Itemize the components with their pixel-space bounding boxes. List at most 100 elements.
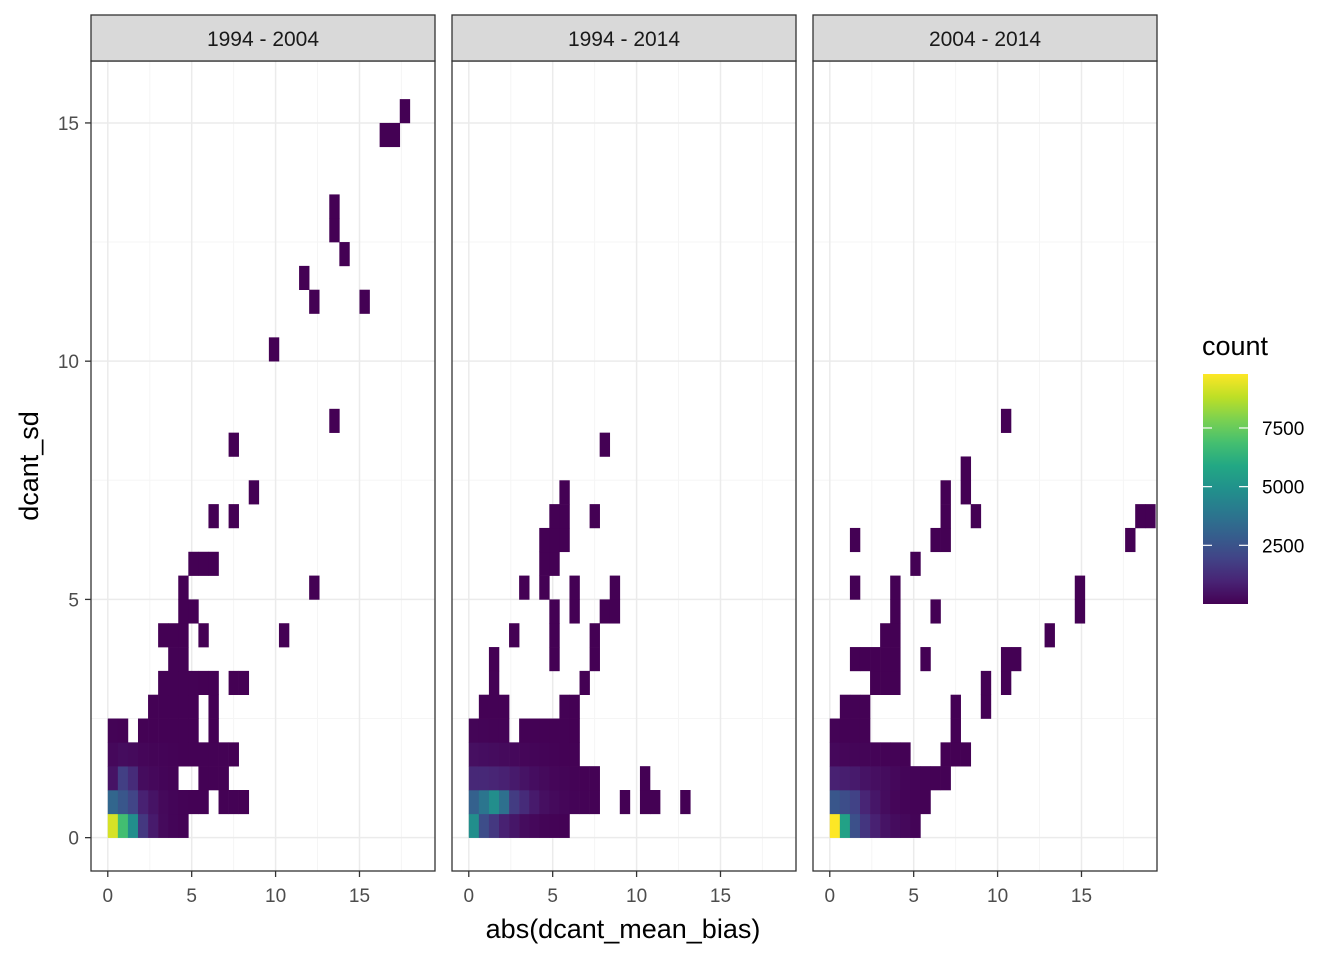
heatmap-tile: [839, 718, 851, 743]
x-tick-label: 5: [547, 886, 558, 907]
x-tick-label: 10: [626, 886, 647, 907]
heatmap-tile: [158, 790, 169, 815]
heatmap-tile: [859, 766, 871, 791]
heatmap-tile: [168, 647, 179, 672]
heatmap-tile: [859, 718, 871, 743]
heatmap-tile: [198, 766, 209, 791]
heatmap-tile: [117, 766, 129, 791]
heatmap-tile: [1074, 599, 1086, 624]
heatmap-tile: [468, 766, 480, 791]
heatmap-tile: [829, 790, 841, 815]
heatmap-tile: [900, 766, 911, 791]
heatmap-tile: [549, 527, 560, 553]
heatmap-tile: [468, 813, 480, 838]
heatmap-tile: [549, 813, 560, 838]
facet-strip-label: 2004 - 2014: [929, 28, 1041, 51]
heatmap-tile: [639, 766, 651, 791]
heatmap-tile: [478, 718, 490, 743]
heatmap-tile: [529, 742, 540, 767]
heatmap-tile: [890, 599, 901, 624]
heatmap-tile: [880, 647, 891, 672]
heatmap-tile: [509, 742, 520, 767]
heatmap-tile: [569, 742, 580, 767]
heatmap-tile: [468, 790, 480, 815]
heatmap-tile: [137, 742, 149, 767]
x-tick-label: 15: [710, 886, 731, 907]
heatmap-tile: [829, 742, 841, 767]
heatmap-tile: [559, 742, 570, 767]
heatmap-tile: [399, 99, 411, 124]
heatmap-tile: [519, 813, 530, 838]
heatmap-tile: [117, 813, 129, 838]
heatmap-tile: [208, 742, 219, 767]
heatmap-tile: [890, 623, 901, 648]
heatmap-tile: [1000, 647, 1012, 672]
heatmap-tile: [870, 813, 881, 838]
heatmap-tile: [478, 694, 490, 719]
heatmap-tile: [309, 575, 320, 600]
heatmap-tile: [880, 742, 891, 767]
heatmap-tile: [498, 718, 510, 743]
facet-strip: [812, 14, 1158, 62]
heatmap-tile: [188, 718, 199, 743]
heatmap-tile: [208, 694, 219, 719]
heatmap-tile: [468, 718, 480, 743]
heatmap-tile: [859, 694, 871, 719]
heatmap-tile: [569, 790, 580, 815]
heatmap-tile: [208, 766, 219, 791]
heatmap-tile: [859, 813, 871, 838]
heatmap-tile: [890, 575, 901, 600]
heatmap-tile: [248, 480, 260, 505]
heatmap-tile: [890, 766, 901, 791]
heatmap-tile: [178, 790, 189, 815]
heatmap-tile: [107, 766, 119, 791]
heatmap-tile: [940, 742, 951, 767]
heatmap-tile: [569, 599, 580, 624]
heatmap-tile: [137, 718, 149, 743]
heatmap-tile: [1044, 623, 1055, 648]
facet-panel: 2004 - 2014 0 5 10 15: [812, 14, 1158, 907]
heatmap-tile: [198, 742, 209, 767]
facet-strip-label: 1994 - 2014: [568, 28, 680, 51]
heatmap-tile: [168, 813, 179, 838]
heatmap-tile: [379, 122, 390, 148]
heatmap-tile: [188, 694, 199, 719]
heatmap-tile: [589, 790, 600, 815]
heatmap-tile: [488, 694, 500, 719]
heatmap-tile: [178, 647, 189, 672]
heatmap-tile: [980, 694, 992, 719]
heatmap-tile: [488, 742, 500, 767]
heatmap-tile: [970, 504, 982, 529]
x-tick-label: 15: [349, 886, 370, 907]
heatmap-tile: [158, 694, 169, 719]
heatmap-tile: [539, 718, 550, 743]
y-tick-label: 0: [68, 829, 79, 850]
heatmap-tile: [549, 742, 560, 767]
heatmap-tile: [519, 790, 530, 815]
heatmap-tile: [880, 790, 891, 815]
heatmap-tile: [559, 718, 570, 743]
heatmap-tile: [880, 813, 891, 838]
heatmap-tile: [198, 790, 209, 815]
heatmap-tile: [509, 766, 520, 791]
heatmap-tile: [859, 790, 871, 815]
heatmap-tile: [839, 790, 851, 815]
facet-panel: 1994 - 2014 0 5 10 15: [451, 14, 797, 907]
x-tick-label: 0: [102, 886, 113, 907]
heatmap-tile: [549, 718, 560, 743]
heatmap-tile: [498, 790, 510, 815]
heatmap-tile: [309, 289, 320, 314]
heatmap-tile: [950, 694, 961, 719]
heatmap-tile: [539, 527, 550, 553]
heatmap-tile: [339, 242, 350, 267]
heatmap-tile: [158, 813, 169, 838]
heatmap-tile: [529, 790, 540, 815]
heatmap-tile: [890, 647, 901, 672]
heatmap-tile: [158, 670, 169, 696]
heatmap-tile: [849, 766, 861, 791]
heatmap-tile: [849, 742, 861, 767]
heatmap-tile: [890, 813, 901, 838]
heatmap-tile: [589, 766, 600, 791]
heatmap-tile: [870, 766, 881, 791]
heatmap-tile: [910, 813, 921, 838]
